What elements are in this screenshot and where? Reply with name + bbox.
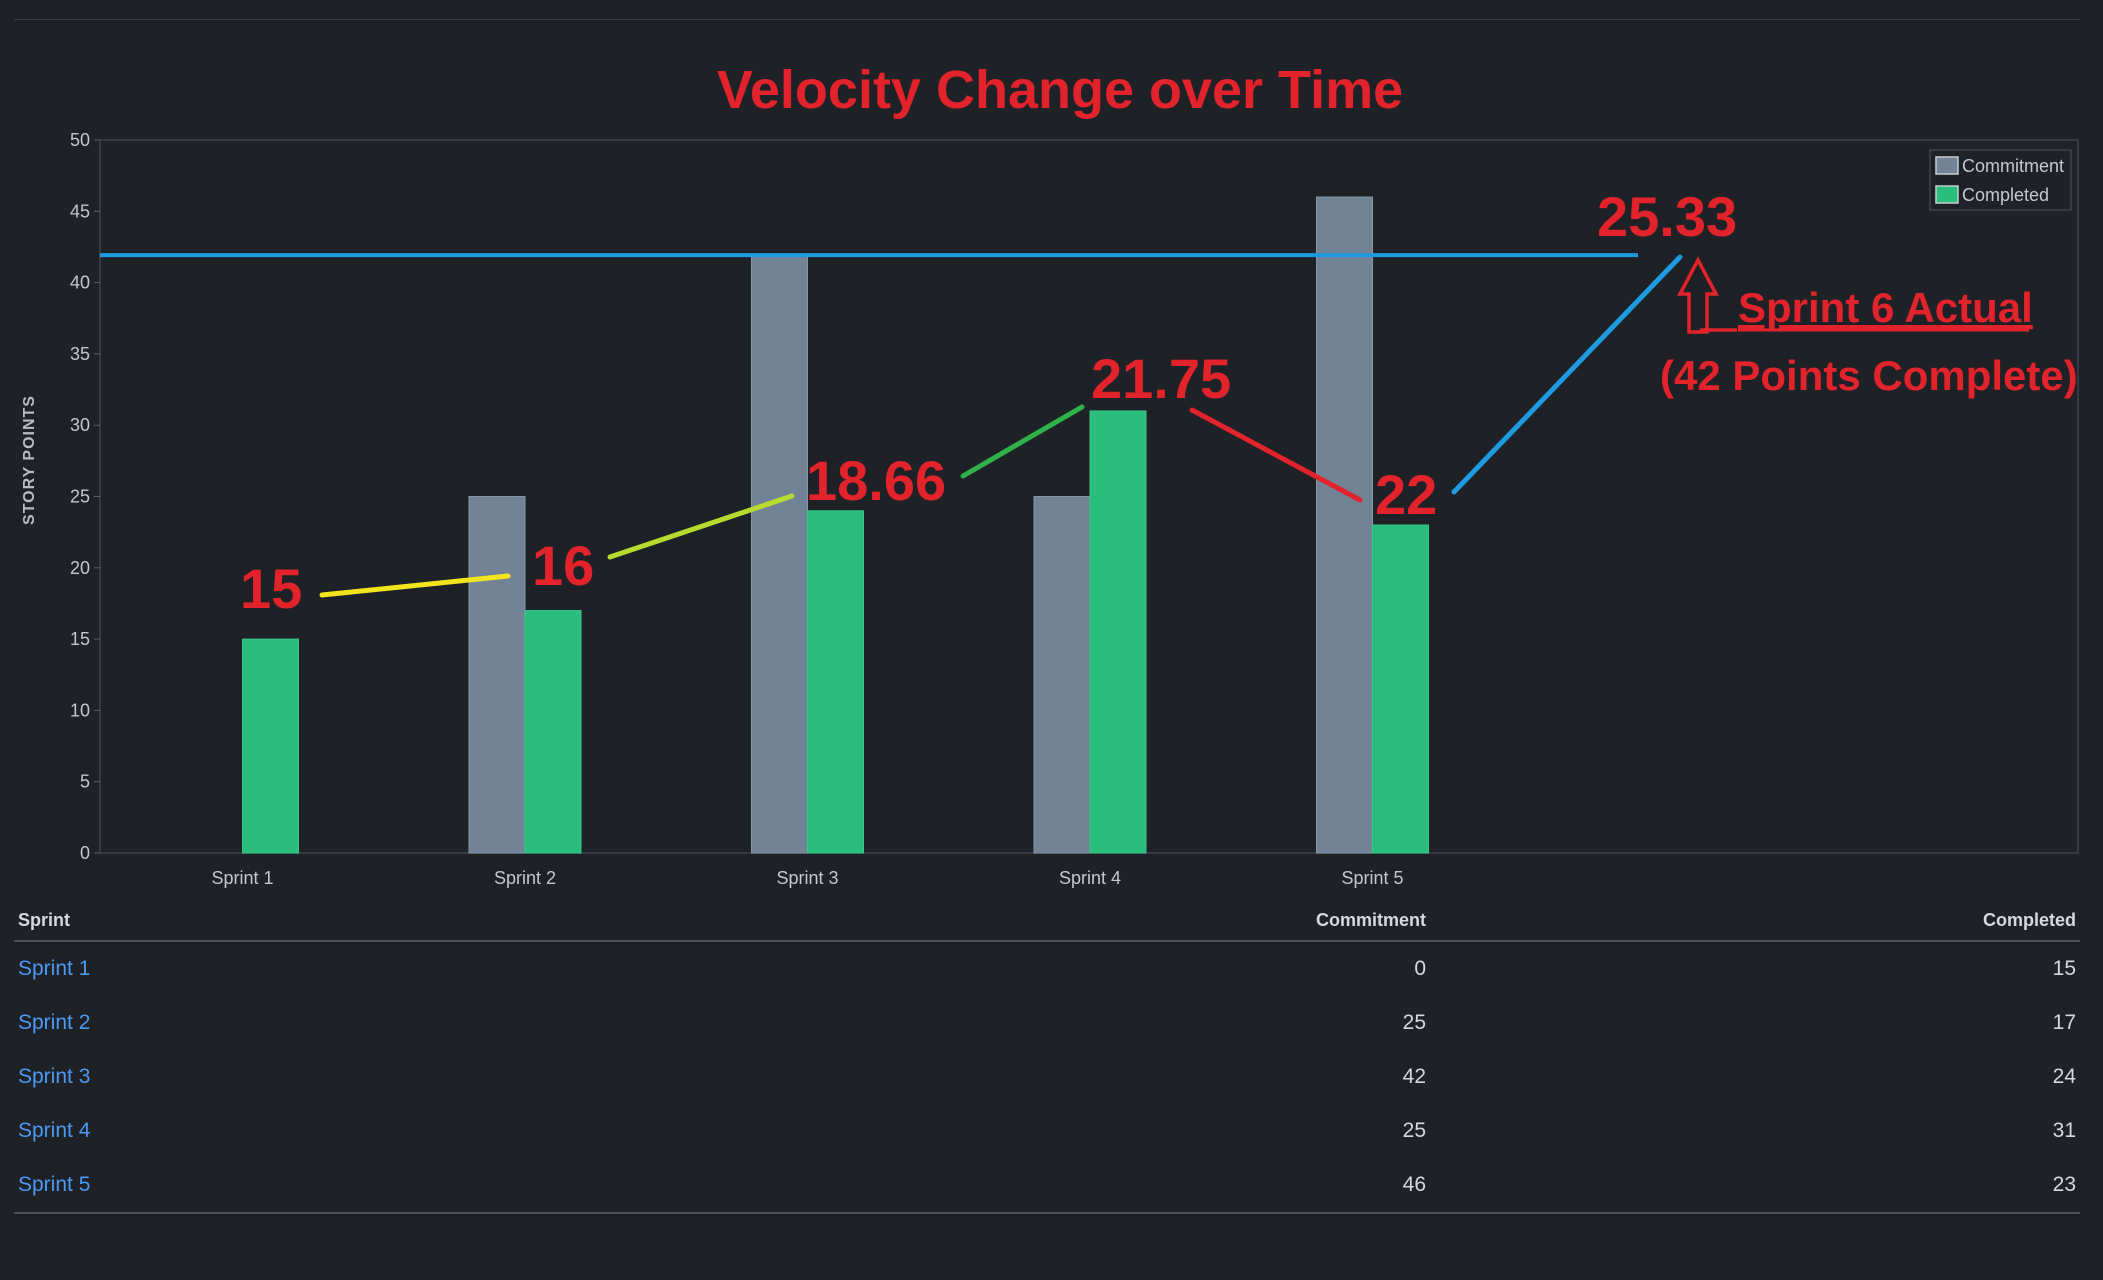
y-tick-label: 0 xyxy=(80,843,90,863)
chart-title: Velocity Change over Time xyxy=(717,60,1403,120)
bar-commitment-5 xyxy=(1316,196,1373,854)
y-tick-label: 40 xyxy=(70,273,90,293)
cell-sprint: Sprint 5 xyxy=(14,1158,1122,1214)
cell-commitment: 42 xyxy=(1402,1065,1426,1088)
velocity-chart: Velocity Change over Time 0 5 10 15 20 25 30 35… xyxy=(21,60,2079,888)
cell-commitment: 46 xyxy=(1122,1158,1430,1214)
annotation-value-2: 16 xyxy=(532,534,594,597)
annotation-value-1: 15 xyxy=(240,557,302,620)
y-tick-label: 45 xyxy=(70,201,90,221)
annotation-value-4: 21.75 xyxy=(1091,347,1231,410)
cell-completed: 17 xyxy=(2052,1011,2076,1034)
cell-completed: 24 xyxy=(2052,1065,2076,1088)
y-tick-label: 20 xyxy=(70,558,90,578)
x-tick-label: Sprint 5 xyxy=(1341,868,1403,888)
cell-sprint: Sprint 4 xyxy=(14,1104,1122,1158)
y-axis: 0 5 10 15 20 25 30 35 40 45 50 xyxy=(70,130,100,863)
bar-completed-4 xyxy=(1089,410,1147,854)
legend-label-commitment: Commitment xyxy=(1962,156,2064,176)
annotation-values: 15 16 18.66 21.75 22 25.33 xyxy=(240,185,1737,620)
x-tick-label: Sprint 4 xyxy=(1059,868,1121,888)
header-commitment: Commitment xyxy=(1122,900,1430,942)
cell-sprint: Sprint 1 xyxy=(14,941,1122,996)
bar-commitment-3 xyxy=(751,253,808,854)
trend-segment-5 xyxy=(1451,254,1683,495)
cell-completed: 23 xyxy=(1430,1158,2080,1214)
bar-completed-2 xyxy=(524,610,582,854)
annotation-lines xyxy=(319,254,1683,598)
cell-sprint: Sprint 2 xyxy=(14,996,1122,1050)
annotation-value-6: 25.33 xyxy=(1597,185,1737,248)
y-tick-label: 10 xyxy=(70,700,90,720)
table-row: Sprint 1 0 15 xyxy=(14,941,2080,996)
y-axis-title: STORY POINTS xyxy=(21,395,38,525)
x-tick-label: Sprint 1 xyxy=(211,868,273,888)
x-axis: Sprint 1 Sprint 2 Sprint 3 Sprint 4 Sprint 5 xyxy=(211,868,1403,888)
trend-segment-2 xyxy=(607,493,795,560)
header-completed: Completed xyxy=(1430,900,2080,942)
sprint-link[interactable]: Sprint 5 xyxy=(18,1173,91,1196)
trend-segment-4 xyxy=(1189,407,1363,503)
y-tick-label: 30 xyxy=(70,415,90,435)
y-tick-label: 35 xyxy=(70,344,90,364)
table-header-row: Sprint Commitment Completed xyxy=(14,900,2080,942)
bar-completed-5 xyxy=(1372,524,1429,854)
cell-commitment: 25 xyxy=(1402,1119,1426,1142)
sprint-link[interactable]: Sprint 4 xyxy=(18,1119,91,1142)
y-tick-label: 15 xyxy=(70,629,90,649)
header-sprint: Sprint xyxy=(14,900,1122,942)
data-table: Sprint Commitment Completed Sprint 1 0 1… xyxy=(14,900,2080,1214)
bars xyxy=(242,196,1429,854)
cell-commitment: 25 xyxy=(1402,1011,1426,1034)
annotation-value-3: 18.66 xyxy=(806,449,946,512)
trend-segment-3 xyxy=(960,404,1085,479)
legend-label-completed: Completed xyxy=(1962,185,2049,205)
table-row: Sprint 2 25 17 xyxy=(14,996,2080,1050)
cell-sprint: Sprint 3 xyxy=(14,1050,1122,1104)
table-row: Sprint 4 25 31 xyxy=(14,1104,2080,1158)
x-tick-label: Sprint 2 xyxy=(494,868,556,888)
up-arrow-icon xyxy=(1677,256,1719,334)
annotation-value-5: 22 xyxy=(1375,463,1437,526)
legend-swatch-completed xyxy=(1935,185,1959,204)
bar-commitment-4 xyxy=(1033,496,1091,854)
cell-completed: 31 xyxy=(2052,1119,2076,1142)
table-row: Sprint 5 46 23 xyxy=(14,1158,2080,1214)
sprint-link[interactable]: Sprint 2 xyxy=(18,1011,91,1034)
cell-commitment: 0 xyxy=(1414,957,1426,980)
cell-completed: 15 xyxy=(2052,957,2076,980)
bar-completed-1 xyxy=(242,638,299,854)
trend-segment-1 xyxy=(319,573,511,598)
sprint-link[interactable]: Sprint 3 xyxy=(18,1065,91,1088)
table-row: Sprint 3 42 24 xyxy=(14,1050,2080,1104)
bar-completed-3 xyxy=(807,510,864,854)
x-tick-label: Sprint 3 xyxy=(776,868,838,888)
top-divider xyxy=(14,19,2080,20)
sprint-link[interactable]: Sprint 1 xyxy=(18,957,91,980)
sprint6-label: Sprint 6 Actual xyxy=(1738,284,2033,331)
y-tick-label: 5 xyxy=(80,772,90,792)
sprint6-note: (42 Points Complete) xyxy=(1660,352,2078,399)
legend-swatch-commitment xyxy=(1935,156,1959,175)
y-tick-label: 25 xyxy=(70,487,90,507)
y-tick-label: 50 xyxy=(70,130,90,150)
bar-commitment-2 xyxy=(468,496,526,854)
legend: Commitment Completed xyxy=(1929,149,2072,211)
